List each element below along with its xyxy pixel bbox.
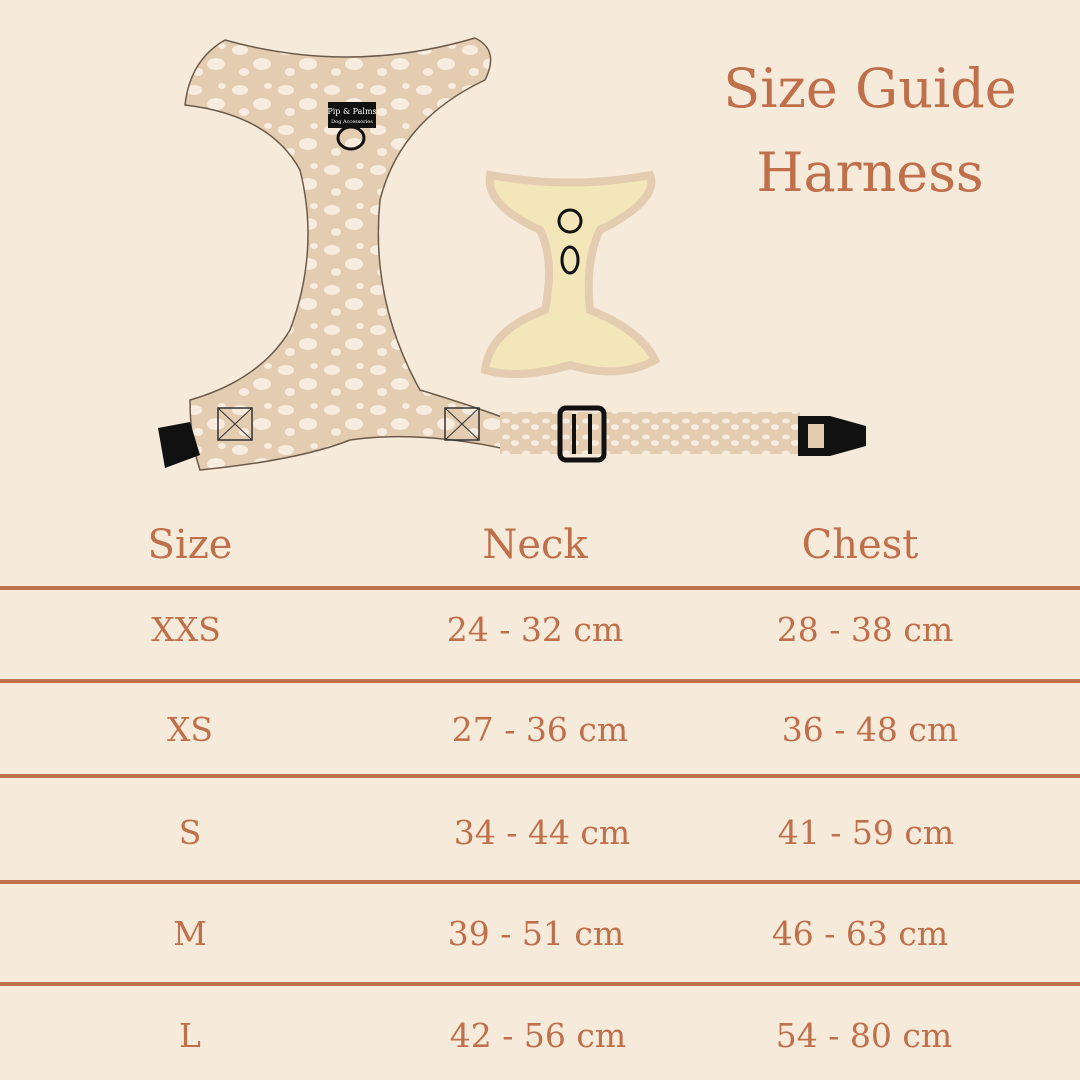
neck-cell: 39 - 51 cm	[447, 914, 625, 953]
chest-cell: 28 - 38 cm	[776, 610, 954, 649]
neck-cell: 24 - 32 cm	[446, 610, 624, 649]
size-cell: M	[173, 914, 207, 953]
divider	[0, 880, 1080, 884]
header-chest: Chest	[801, 522, 919, 568]
chest-cell: 46 - 63 cm	[771, 914, 949, 953]
divider	[0, 774, 1080, 778]
small-harness	[480, 170, 661, 378]
divider	[0, 982, 1080, 986]
harness-illustration: Pip & Palms Dog Accessories	[158, 37, 866, 471]
table-row: S 34 - 44 cm 41 - 59 cm	[0, 813, 1080, 853]
size-cell: XXS	[151, 610, 221, 649]
large-harness: Pip & Palms Dog Accessories	[158, 37, 866, 471]
size-cell: XS	[166, 710, 214, 749]
neck-cell: 34 - 44 cm	[453, 813, 631, 852]
chest-cell: 36 - 48 cm	[781, 710, 959, 749]
header-size: Size	[147, 522, 233, 568]
title-line-1: Size Guide	[723, 57, 1017, 120]
table-row: L 42 - 56 cm 54 - 80 cm	[0, 1016, 1080, 1056]
chest-cell: 54 - 80 cm	[775, 1016, 953, 1055]
neck-cell: 27 - 36 cm	[451, 710, 629, 749]
neck-cell: 42 - 56 cm	[449, 1016, 627, 1055]
header-neck: Neck	[482, 522, 588, 568]
logo-sub: Dog Accessories	[331, 119, 373, 125]
size-cell: S	[178, 813, 202, 852]
title-line-2: Harness	[756, 141, 984, 204]
table-row: XXS 24 - 32 cm 28 - 38 cm	[0, 610, 1080, 650]
chest-cell: 41 - 59 cm	[777, 813, 955, 852]
table-row: XS 27 - 36 cm 36 - 48 cm	[0, 710, 1080, 750]
divider	[0, 586, 1080, 590]
logo-brand: Pip & Palms	[327, 107, 376, 116]
size-cell: L	[179, 1016, 201, 1055]
table-row: M 39 - 51 cm 46 - 63 cm	[0, 914, 1080, 954]
divider	[0, 679, 1080, 683]
